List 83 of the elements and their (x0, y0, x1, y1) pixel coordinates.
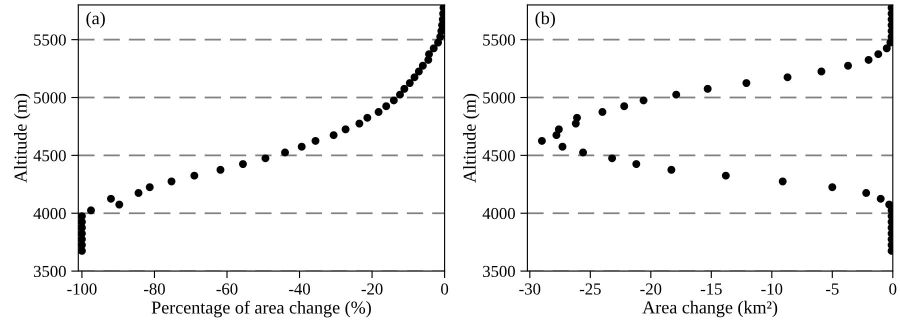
x-tick-label: -10 (761, 283, 782, 295)
point (778, 177, 787, 186)
point (342, 125, 350, 134)
point (579, 148, 587, 156)
point (844, 62, 852, 70)
point (885, 200, 893, 208)
point (418, 62, 427, 70)
y-tick-label: 4500 (482, 150, 515, 162)
point (390, 96, 398, 104)
annotation: (a) (86, 12, 105, 28)
annotation: (b) (536, 12, 555, 28)
point (382, 102, 390, 110)
point (874, 50, 882, 58)
y-tick-label: 3500 (34, 266, 66, 278)
x-tick-label: -100 (67, 283, 97, 295)
x-tick-label: -80 (144, 283, 165, 295)
point (216, 166, 224, 174)
y-tick-label: 4500 (33, 150, 66, 162)
point (298, 142, 306, 151)
point (406, 79, 414, 87)
x-tick-label: -40 (289, 283, 310, 295)
point (640, 96, 648, 104)
point (538, 136, 546, 145)
point (573, 114, 581, 122)
y-tick-label: 5500 (34, 34, 66, 46)
point (558, 142, 566, 151)
y-axis-title: Altitude (m) (14, 94, 30, 183)
point (864, 56, 873, 64)
x-tick-label: -20 (640, 283, 662, 295)
x-tick-label: 0 (441, 283, 448, 295)
point (363, 114, 372, 122)
point (862, 189, 870, 197)
x-tick-label: -30 (519, 283, 540, 295)
y-tick-label: 5000 (483, 92, 515, 104)
point (828, 183, 836, 192)
point (667, 166, 676, 174)
point (704, 84, 712, 93)
y-axis-title: Altitude (m) (463, 94, 480, 183)
point (115, 200, 124, 208)
point (410, 73, 418, 82)
point (239, 160, 247, 168)
x-tick-label: 0 (889, 283, 896, 295)
point (425, 50, 433, 58)
point (742, 79, 750, 87)
point (632, 160, 640, 168)
point (554, 125, 563, 134)
y-tick-label: 5500 (483, 34, 515, 46)
point (598, 108, 606, 116)
point (876, 194, 885, 203)
y-tick-label: 3500 (483, 266, 515, 278)
point (396, 90, 404, 99)
x-tick-label: -60 (216, 283, 238, 295)
y-tick-label: 4000 (33, 208, 66, 220)
point (784, 73, 792, 82)
point (262, 154, 270, 162)
point (620, 102, 628, 110)
x-tick-label: -20 (362, 283, 383, 295)
x-axis-title: Area change (km²) (642, 300, 778, 318)
point (882, 44, 891, 52)
point (374, 108, 383, 116)
x-axis-title: Percentage of area change (%) (152, 300, 371, 318)
point (312, 136, 320, 145)
point (134, 189, 142, 197)
point (87, 206, 95, 214)
x-tick-label: -5 (826, 284, 839, 295)
point (608, 154, 616, 162)
point (281, 148, 289, 156)
point (168, 177, 176, 186)
point (146, 183, 154, 192)
point (430, 44, 438, 52)
point (817, 68, 826, 76)
point (672, 90, 680, 99)
point (190, 172, 198, 180)
x-tick-label: -25 (580, 283, 601, 295)
x-tick-label: -15 (700, 283, 722, 295)
y-tick-label: 4000 (482, 208, 515, 220)
point (107, 194, 115, 203)
point (722, 172, 730, 180)
point (330, 131, 338, 140)
point (414, 68, 423, 76)
point (400, 84, 408, 93)
y-tick-label: 5000 (34, 92, 66, 104)
point (355, 120, 364, 128)
